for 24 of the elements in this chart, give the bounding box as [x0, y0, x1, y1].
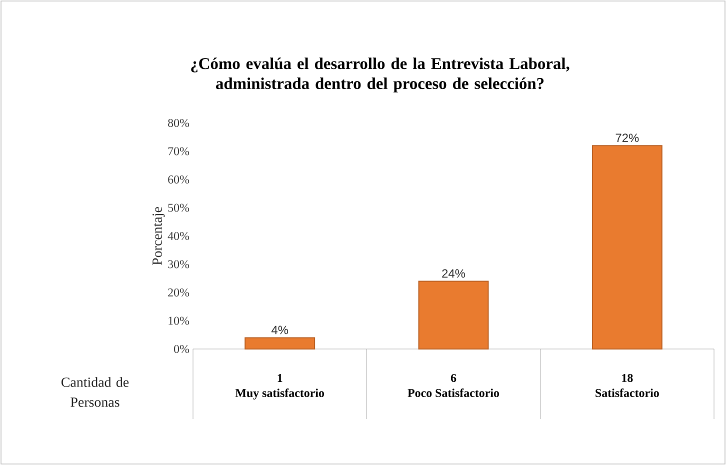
data-label: 24% [442, 269, 466, 278]
y-tick-label: 80% [168, 118, 190, 128]
text: 6 [450, 374, 456, 382]
text: Cantidad de Personas [62, 377, 129, 407]
y-tick-label: 50% [168, 204, 190, 212]
x-tick-label: Satisfactorio [596, 388, 659, 398]
bar [244, 337, 316, 350]
y-tick-label: 60% [168, 175, 190, 184]
text: 18 [622, 374, 633, 382]
y-tick-label: 30% [168, 260, 190, 268]
bar [592, 145, 662, 350]
data-label: 72% [616, 134, 639, 142]
x-tick-label: Muy satisfactorio [235, 388, 324, 400]
bar [418, 280, 489, 350]
y-tick-label: 40% [168, 232, 190, 240]
text: 1 [278, 374, 282, 382]
x-tick-label: Poco Satisfactorio [408, 388, 500, 398]
y-tick-label: 0% [174, 344, 190, 354]
chart-title: ¿Cómo evalúa el desarrollo de la Entrevista Laboral, administrada dentro del proceso de selección? [191, 58, 570, 92]
y-tick-label: 20% [168, 288, 190, 297]
y-tick-label: 70% [168, 147, 190, 156]
y-tick-label: 10% [168, 316, 190, 325]
data-label: 4% [271, 326, 288, 334]
y-axis-title: Porcentaje [152, 207, 165, 266]
